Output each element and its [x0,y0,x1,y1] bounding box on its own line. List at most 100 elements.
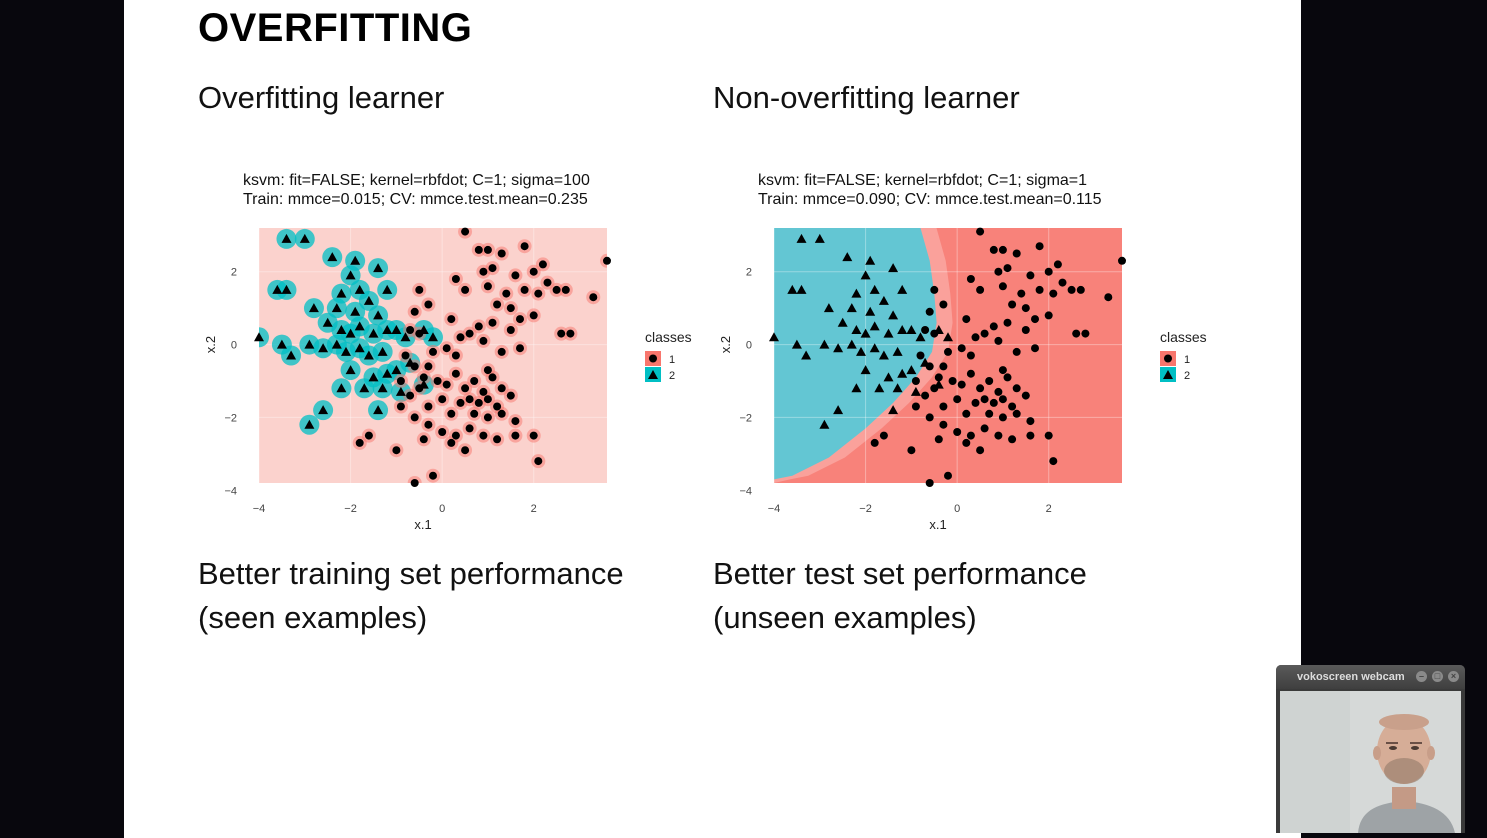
legend-label-class1: 1 [1184,354,1190,366]
legend-label-class1: 1 [669,354,675,366]
class2-point [354,284,365,294]
class1-point [1044,267,1053,276]
x-tick-label: −4 [768,503,781,515]
class1-point [401,351,410,360]
maximize-icon[interactable]: □ [1432,671,1443,682]
class1-point [1035,285,1044,294]
class1-point [493,300,502,309]
y-tick-label: −2 [739,412,752,424]
webcam-window[interactable]: vokoscreen webcam – □ × [1276,665,1465,833]
class1-point [1058,278,1067,287]
class2-point [814,233,825,243]
class1-point [534,289,543,298]
class2-point [368,328,379,338]
class2-point [418,379,429,389]
class2-point [428,332,438,342]
class1-point [1008,402,1017,411]
class1-point [998,366,1007,375]
class2-point [272,284,283,294]
class1-point [447,409,456,418]
class1-point [934,373,943,382]
class2-point [336,325,347,334]
class2-point [892,346,903,356]
y-tick-label: −4 [739,485,752,497]
right-caption-line2: (unseen examples) [713,600,977,635]
class1-point [451,369,460,378]
class2-point [276,339,287,349]
class1-point [447,315,456,324]
class1-point [561,285,570,294]
class2-point [851,325,862,334]
class2-point [851,383,862,393]
class1-point [488,318,497,327]
class1-point [497,249,506,258]
class1-point [998,413,1007,422]
x-tick-label: 0 [954,503,960,515]
chart-title-line2: Train: mmce=0.015; CV: mmce.test.mean=0.… [243,191,588,208]
class2-point [382,368,393,378]
class1-point [966,369,975,378]
close-icon[interactable]: × [1448,671,1459,682]
class1-point [470,409,479,418]
class1-point [1012,347,1021,356]
y-tick-label: −2 [224,412,237,424]
webcam-titlebar[interactable]: vokoscreen webcam – □ × [1276,665,1465,689]
class2-point [373,263,384,273]
class1-point [1072,329,1081,338]
class1-point [442,380,451,389]
class2-point [345,365,356,375]
class1-point [939,362,948,371]
class2-point [833,405,844,415]
class2-point [837,317,848,327]
legend-label-class2: 2 [669,370,675,382]
class1-point [529,431,538,440]
class1-point [1104,293,1113,302]
class1-point [461,285,470,294]
class1-point [989,398,998,407]
chart-title-line1: ksvm: fit=FALSE; kernel=rbfdot; C=1; sig… [243,172,590,189]
class1-point [538,260,547,269]
class1-point [879,431,888,440]
class1-point [552,285,561,294]
class2-point [354,321,365,331]
class1-point [994,431,1003,440]
class1-point [465,329,474,338]
class1-point [1021,391,1030,400]
webcam-title: vokoscreen webcam [1297,671,1405,683]
class1-point [1003,318,1012,327]
class1-point [438,395,447,404]
y-tick-label: 2 [746,267,752,279]
legend-label-class2: 2 [1184,370,1190,382]
class1-point [925,479,934,487]
class2-point [341,346,351,356]
class1-point [488,373,497,382]
class1-point [971,333,980,342]
class1-point [1003,264,1012,273]
class1-point [985,377,994,385]
class2-point [331,303,342,313]
class2-point [345,270,356,280]
class2-point [906,325,917,334]
class1-point [976,227,985,236]
class1-point [1008,300,1017,309]
minimize-icon[interactable]: – [1416,671,1427,682]
webcam-video [1280,691,1461,833]
non-overfitting-plot: ksvm: fit=FALSE; kernel=rbfdot; C=1; sig… [718,172,1207,532]
class1-point [497,347,506,356]
class1-point [424,362,433,371]
class1-point [461,446,470,455]
class1-point [451,351,460,360]
class1-point [971,398,980,407]
class1-point [1012,384,1021,393]
class1-point [516,315,524,324]
class2-point [897,368,908,378]
class1-point [994,387,1003,396]
class1-point [1003,373,1012,382]
class1-point [1021,326,1030,334]
class1-point [424,402,433,411]
slide-title: OVERFITTING [198,6,473,50]
class1-point [557,329,566,338]
class1-point [534,457,543,466]
class1-point [944,471,952,480]
class1-point [511,431,520,440]
